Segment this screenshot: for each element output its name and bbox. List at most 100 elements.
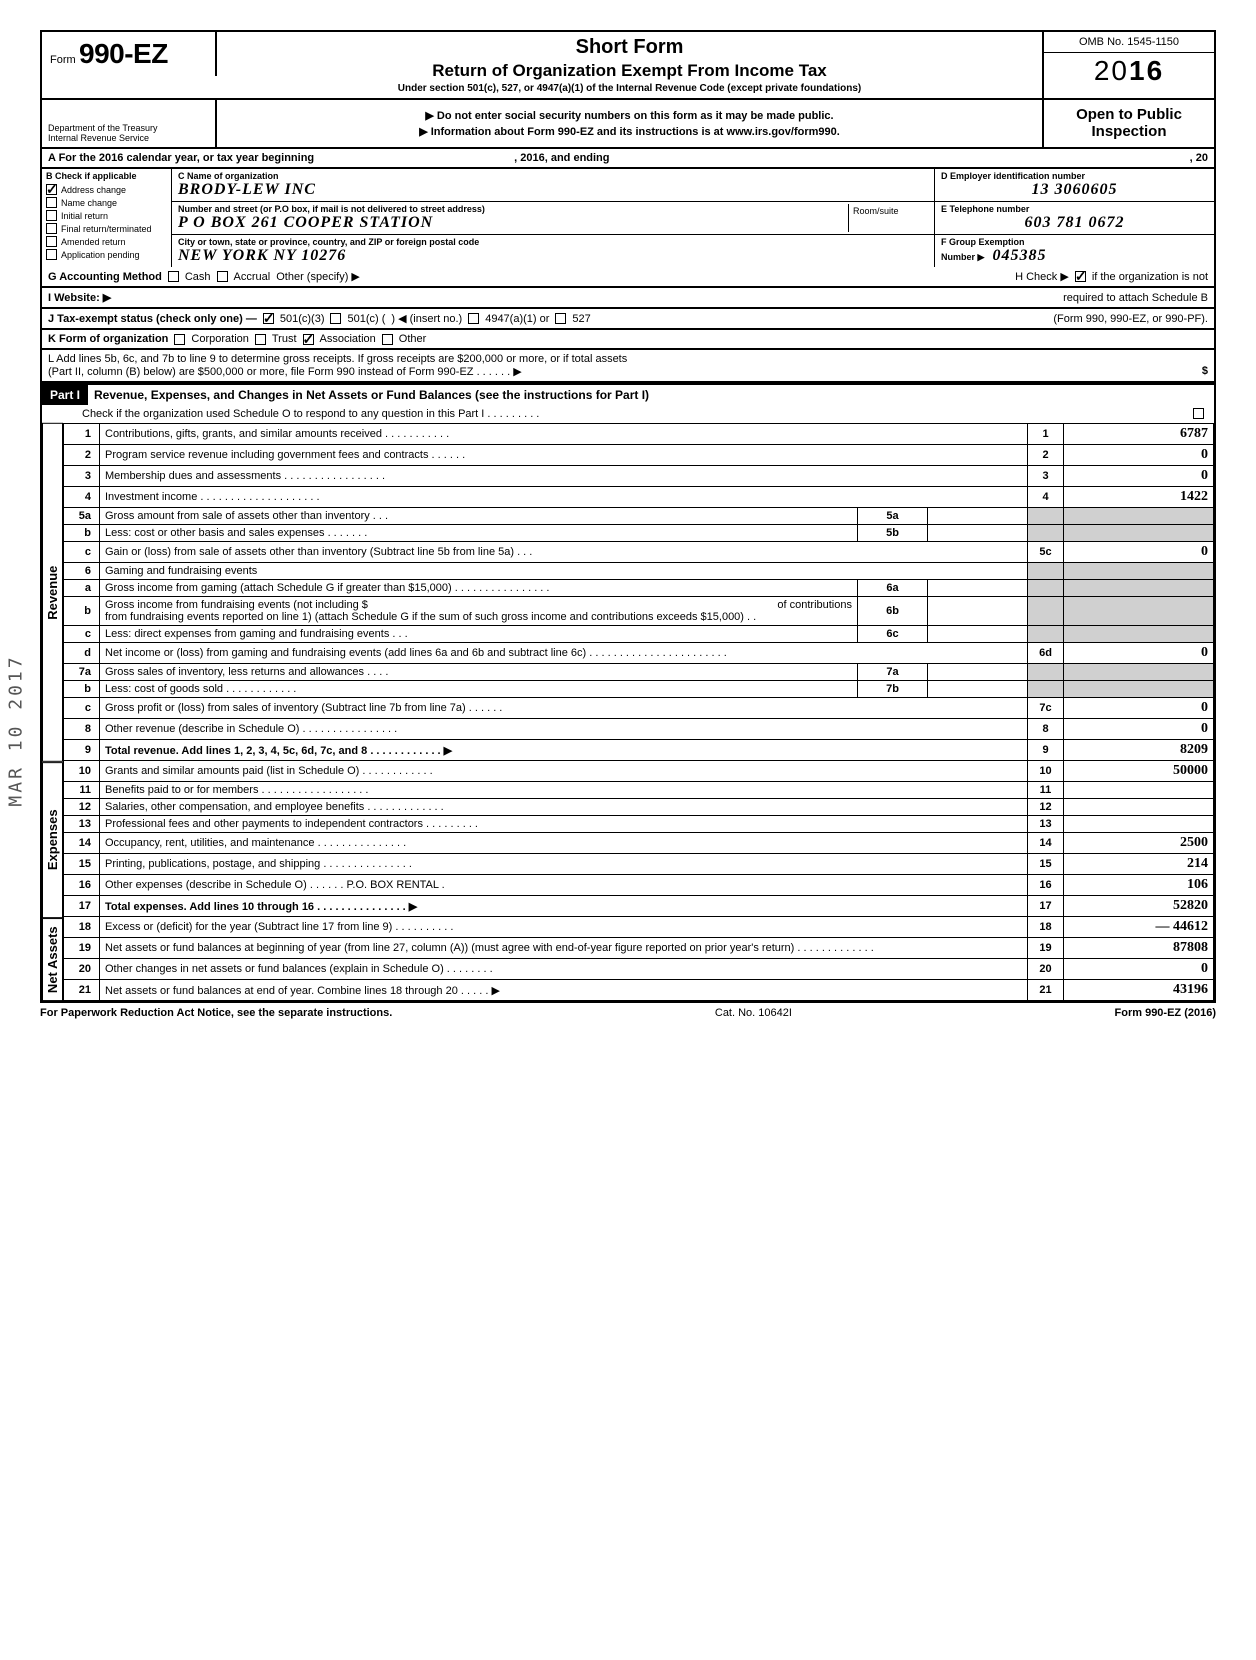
footer-left: For Paperwork Reduction Act Notice, see … — [40, 1007, 392, 1019]
room-col: Room/suite — [848, 204, 928, 232]
line-17: 17Total expenses. Add lines 10 through 1… — [64, 896, 1214, 917]
line-21: 21Net assets or fund balances at end of … — [64, 980, 1214, 1001]
line-12: 12Salaries, other compensation, and empl… — [64, 799, 1214, 816]
line-18: 18Excess or (deficit) for the year (Subt… — [64, 917, 1214, 938]
cb-final-return[interactable] — [46, 223, 57, 234]
line-14: 14Occupancy, rent, utilities, and mainte… — [64, 833, 1214, 854]
cb-assoc[interactable] — [303, 334, 314, 345]
check-o-row: Check if the organization used Schedule … — [40, 405, 1216, 423]
accrual-label: Accrual — [234, 271, 271, 283]
cb-label-5: Application pending — [61, 250, 140, 260]
l-dollar: $ — [1202, 365, 1208, 378]
open-public-cell: Open to Public Inspection — [1044, 100, 1214, 147]
k-row: K Form of organization Corporation Trust… — [40, 330, 1216, 350]
line-c: cGross profit or (loss) from sales of in… — [64, 698, 1214, 719]
org-city: NEW YORK NY 10276 — [178, 247, 928, 265]
line-a: aGross income from gaming (attach Schedu… — [64, 580, 1214, 597]
check-b-col: B Check if applicable Address change Nam… — [42, 169, 172, 267]
cb-label-3: Final return/terminated — [61, 224, 152, 234]
cb-h-check[interactable] — [1075, 271, 1086, 282]
right-col: D Employer identification number 13 3060… — [934, 169, 1214, 267]
cb-label-1: Name change — [61, 198, 117, 208]
footer-cat: Cat. No. 10642I — [392, 1007, 1114, 1019]
part1-header-row: Part I Revenue, Expenses, and Changes in… — [40, 383, 1216, 405]
year-bold: 16 — [1129, 55, 1164, 86]
header-row-2: Department of the Treasury Internal Reve… — [40, 100, 1216, 149]
line-8: 8Other revenue (describe in Schedule O) … — [64, 719, 1214, 740]
omb-cell: OMB No. 1545-1150 2016 — [1044, 32, 1214, 89]
cb-schedule-o[interactable] — [1193, 408, 1204, 419]
line-3: 3Membership dues and assessments . . . .… — [64, 466, 1214, 487]
cb-trust[interactable] — [255, 334, 266, 345]
line-1: 1Contributions, gifts, grants, and simil… — [64, 424, 1214, 445]
h-text: if the organization is not — [1092, 271, 1208, 283]
short-form-title: Short Form — [223, 36, 1036, 59]
g-label: G Accounting Method — [48, 271, 162, 283]
line-b: bGross income from fundraising events (n… — [64, 597, 1214, 626]
line-20: 20Other changes in net assets or fund ba… — [64, 959, 1214, 980]
dept-treasury: Department of the Treasury — [48, 123, 209, 133]
j-501c3: 501(c)(3) — [280, 313, 325, 325]
i-row: I Website: ▶ required to attach Schedule… — [40, 288, 1216, 309]
cb-501c3[interactable] — [263, 313, 274, 324]
cb-application-pending[interactable] — [46, 249, 57, 260]
j-527: 527 — [572, 313, 590, 325]
org-col: C Name of organization BRODY-LEW INC Num… — [172, 169, 934, 267]
line-13: 13Professional fees and other payments t… — [64, 816, 1214, 833]
line-c: cLess: direct expenses from gaming and f… — [64, 626, 1214, 643]
k-label: K Form of organization — [48, 333, 168, 345]
line-b: bLess: cost of goods sold . . . . . . . … — [64, 681, 1214, 698]
cb-initial-return[interactable] — [46, 210, 57, 221]
cb-501c[interactable] — [330, 313, 341, 324]
line-19: 19Net assets or fund balances at beginni… — [64, 938, 1214, 959]
cb-address-change[interactable] — [46, 184, 57, 195]
cb-accrual[interactable] — [217, 271, 228, 282]
form-prefix: Form — [50, 54, 76, 66]
i-label: I Website: ▶ — [48, 291, 111, 304]
cb-label-4: Amended return — [61, 237, 126, 247]
instructions-cell: ▶ Do not enter social security numbers o… — [217, 100, 1044, 147]
k-assoc: Association — [320, 333, 376, 345]
line-2: 2Program service revenue including gover… — [64, 445, 1214, 466]
line-15: 15Printing, publications, postage, and s… — [64, 854, 1214, 875]
info-url-line: ▶ Information about Form 990-EZ and its … — [223, 125, 1036, 138]
footer-row: For Paperwork Reduction Act Notice, see … — [40, 1003, 1216, 1019]
form-number-cell: Form 990-EZ — [42, 32, 217, 76]
cb-corp[interactable] — [174, 334, 185, 345]
line-11: 11Benefits paid to or for members . . . … — [64, 782, 1214, 799]
inspection: Inspection — [1046, 123, 1212, 140]
cb-label-0: Address change — [61, 185, 126, 195]
side-netassets: Net Assets — [42, 918, 63, 1001]
j-right: (Form 990, 990-EZ, or 990-PF). — [1053, 313, 1208, 325]
j-row: J Tax-exempt status (check only one) — 5… — [40, 309, 1216, 330]
cb-4947[interactable] — [468, 313, 479, 324]
cb-amended-return[interactable] — [46, 236, 57, 247]
open-to-public: Open to Public — [1046, 106, 1212, 123]
d-label: D Employer identification number — [941, 171, 1208, 181]
cb-cash[interactable] — [168, 271, 179, 282]
h-label: H Check ▶ — [1015, 270, 1069, 283]
received-stamp: MAR 10 2017 — [6, 654, 27, 806]
f-label: F Group Exemption — [941, 237, 1208, 247]
org-addr: P O BOX 261 COOPER STATION — [178, 214, 848, 232]
line-5a: 5aGross amount from sale of assets other… — [64, 508, 1214, 525]
line-16: 16Other expenses (describe in Schedule O… — [64, 875, 1214, 896]
main-table: 1Contributions, gifts, grants, and simil… — [63, 423, 1214, 1001]
section-a-right: , 20 — [1190, 152, 1208, 164]
line-10: 10Grants and similar amounts paid (list … — [64, 761, 1214, 782]
line-b: bLess: cost or other basis and sales exp… — [64, 525, 1214, 542]
tax-year: 2016 — [1044, 53, 1214, 89]
cb-527[interactable] — [555, 313, 566, 324]
header-block: B Check if applicable Address change Nam… — [40, 169, 1216, 267]
line-4: 4Investment income . . . . . . . . . . .… — [64, 487, 1214, 508]
cb-other[interactable] — [382, 334, 393, 345]
cash-label: Cash — [185, 271, 211, 283]
j-501c: 501(c) ( — [347, 313, 385, 325]
cb-name-change[interactable] — [46, 197, 57, 208]
omb-number: OMB No. 1545-1150 — [1044, 32, 1214, 53]
j-4947: 4947(a)(1) or — [485, 313, 549, 325]
under-section: Under section 501(c), 527, or 4947(a)(1)… — [223, 83, 1036, 94]
part1-title: Revenue, Expenses, and Changes in Net As… — [88, 385, 1214, 405]
group-exemption-value: 045385 — [992, 247, 1046, 265]
form-header: Form 990-EZ Short Form Return of Organiz… — [40, 30, 1216, 100]
